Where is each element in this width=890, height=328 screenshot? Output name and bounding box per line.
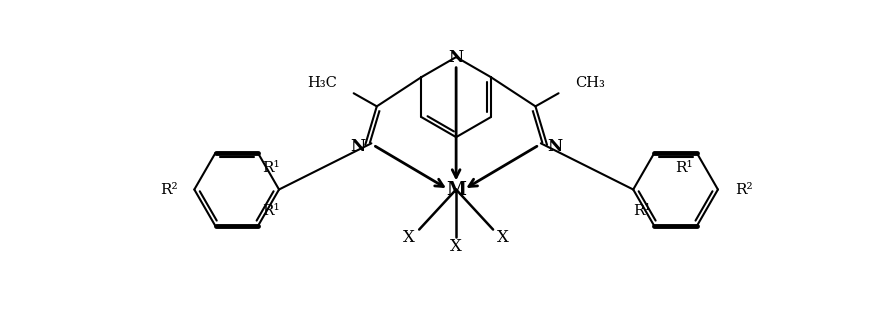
- Text: M: M: [446, 180, 466, 198]
- Text: R²: R²: [160, 182, 177, 196]
- Text: N: N: [547, 138, 562, 155]
- Text: X: X: [498, 229, 509, 246]
- Text: R¹: R¹: [262, 161, 279, 175]
- Text: CH₃: CH₃: [576, 76, 605, 90]
- Text: N: N: [350, 138, 365, 155]
- Text: X: X: [450, 238, 462, 255]
- Text: R¹: R¹: [676, 161, 693, 175]
- Text: H₃C: H₃C: [307, 76, 336, 90]
- Text: N: N: [449, 49, 464, 66]
- Text: R¹: R¹: [633, 204, 651, 218]
- Text: R¹: R¹: [262, 204, 279, 218]
- Text: R²: R²: [735, 182, 752, 196]
- Text: X: X: [403, 229, 415, 246]
